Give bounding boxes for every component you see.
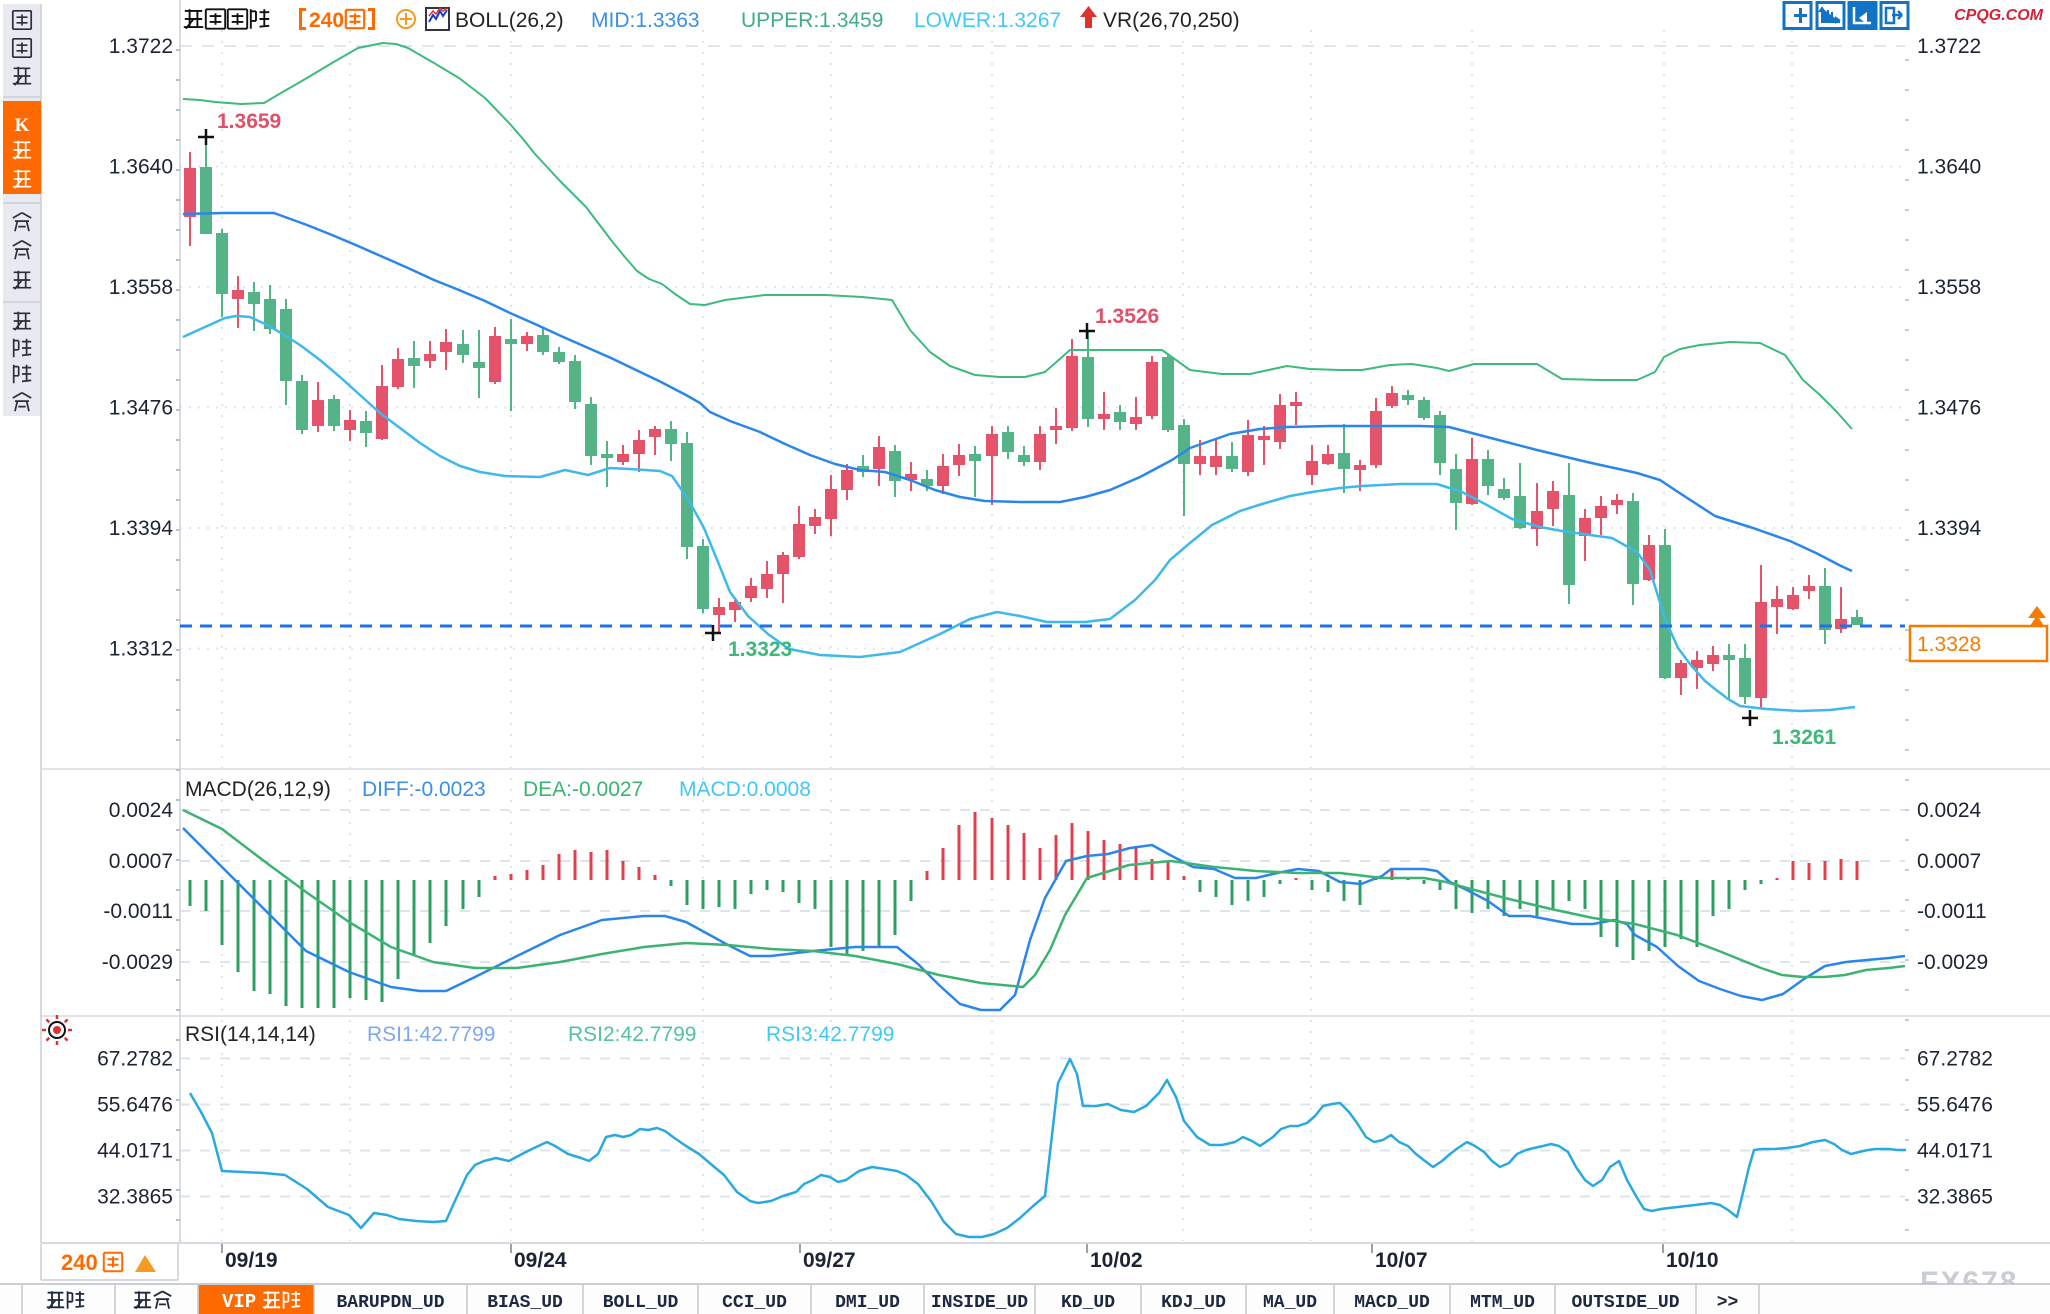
svg-text:55.6476: 55.6476: [1917, 1094, 1993, 1117]
svg-text:BARUPDN_UD: BARUPDN_UD: [336, 1293, 444, 1313]
svg-text:MACD:0.0008: MACD:0.0008: [679, 778, 811, 801]
svg-text:10/02: 10/02: [1090, 1249, 1143, 1272]
svg-text:MID:1.3363: MID:1.3363: [591, 9, 700, 32]
svg-text:32.3865: 32.3865: [1917, 1186, 1993, 1209]
svg-text:1.3558: 1.3558: [109, 276, 173, 299]
svg-text:0.0024: 0.0024: [109, 799, 174, 822]
svg-text:1.3640: 1.3640: [1917, 156, 1981, 179]
svg-text:67.2782: 67.2782: [1917, 1048, 1993, 1071]
svg-text:-0.0011: -0.0011: [1917, 900, 1987, 923]
svg-text:CPQG.COM: CPQG.COM: [1954, 7, 2044, 24]
svg-text:1.3476: 1.3476: [109, 397, 173, 420]
svg-text:BIAS_UD: BIAS_UD: [487, 1293, 563, 1313]
svg-text:0.0024: 0.0024: [1917, 799, 1982, 822]
svg-text:1.3640: 1.3640: [109, 156, 173, 179]
svg-text:1.3394: 1.3394: [1917, 517, 1982, 540]
svg-text:1.3328: 1.3328: [1917, 633, 1981, 656]
svg-text:MACD_UD: MACD_UD: [1354, 1293, 1430, 1313]
svg-text:INSIDE_UD: INSIDE_UD: [931, 1293, 1028, 1313]
svg-text:1.3722: 1.3722: [1917, 35, 1981, 58]
svg-text:240: 240: [309, 9, 344, 32]
svg-text:10/07: 10/07: [1375, 1249, 1428, 1272]
svg-text:BOLL_UD: BOLL_UD: [603, 1293, 679, 1313]
svg-text:1.3323: 1.3323: [728, 638, 792, 661]
svg-text:-0.0029: -0.0029: [102, 951, 173, 974]
svg-text:DIFF:-0.0023: DIFF:-0.0023: [362, 778, 486, 801]
svg-text:1.3722: 1.3722: [109, 35, 173, 58]
svg-text:1.3476: 1.3476: [1917, 397, 1981, 420]
svg-text:09/27: 09/27: [803, 1249, 856, 1272]
svg-text:RSI3:42.7799: RSI3:42.7799: [766, 1023, 894, 1046]
svg-text:BOLL(26,2): BOLL(26,2): [455, 9, 564, 32]
svg-text:DMI_UD: DMI_UD: [835, 1293, 900, 1313]
svg-text:KD_UD: KD_UD: [1061, 1293, 1115, 1313]
svg-text:09/19: 09/19: [225, 1249, 278, 1272]
svg-text:OUTSIDE_UD: OUTSIDE_UD: [1571, 1293, 1679, 1313]
svg-text:DEA:-0.0027: DEA:-0.0027: [523, 778, 643, 801]
svg-text:1.3558: 1.3558: [1917, 276, 1981, 299]
svg-text:MACD(26,12,9): MACD(26,12,9): [185, 778, 331, 801]
svg-text:44.0171: 44.0171: [1917, 1140, 1993, 1163]
svg-text:VIP: VIP: [222, 1291, 256, 1313]
svg-text:VR(26,70,250): VR(26,70,250): [1103, 9, 1240, 32]
svg-text:0.0007: 0.0007: [1917, 850, 1981, 873]
svg-text:>>: >>: [1717, 1293, 1739, 1313]
svg-text:RSI1:42.7799: RSI1:42.7799: [367, 1023, 495, 1046]
svg-text:10/10: 10/10: [1666, 1249, 1719, 1272]
svg-text:RSI(14,14,14): RSI(14,14,14): [185, 1023, 316, 1046]
svg-text:1.3261: 1.3261: [1772, 726, 1837, 749]
svg-text:44.0171: 44.0171: [97, 1140, 173, 1163]
svg-text:1.3394: 1.3394: [109, 517, 174, 540]
svg-text:LOWER:1.3267: LOWER:1.3267: [914, 9, 1061, 32]
svg-text:MA_UD: MA_UD: [1263, 1293, 1317, 1313]
svg-text:55.6476: 55.6476: [97, 1094, 173, 1117]
svg-text:1.3312: 1.3312: [109, 638, 173, 661]
svg-text:-0.0011: -0.0011: [103, 900, 173, 923]
svg-text:240: 240: [61, 1250, 98, 1275]
svg-text:-0.0029: -0.0029: [1917, 951, 1988, 974]
svg-text:KDJ_UD: KDJ_UD: [1161, 1293, 1226, 1313]
svg-text:CCI_UD: CCI_UD: [722, 1293, 787, 1313]
svg-text:RSI2:42.7799: RSI2:42.7799: [568, 1023, 696, 1046]
svg-text:MTM_UD: MTM_UD: [1470, 1293, 1535, 1313]
svg-text:09/24: 09/24: [514, 1249, 567, 1272]
svg-text:67.2782: 67.2782: [97, 1048, 173, 1071]
svg-text:32.3865: 32.3865: [97, 1186, 173, 1209]
svg-text:0.0007: 0.0007: [109, 850, 173, 873]
svg-text:1.3659: 1.3659: [217, 110, 281, 133]
svg-text:K: K: [15, 115, 30, 136]
svg-text:1.3526: 1.3526: [1095, 305, 1159, 328]
svg-text:UPPER:1.3459: UPPER:1.3459: [741, 9, 883, 32]
